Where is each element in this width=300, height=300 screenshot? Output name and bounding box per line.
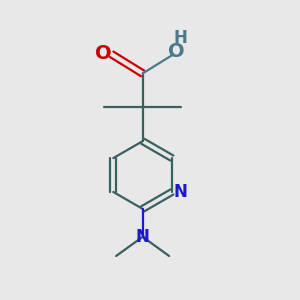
- Text: O: O: [95, 44, 112, 63]
- Text: H: H: [174, 29, 188, 47]
- Text: O: O: [168, 42, 185, 62]
- Text: N: N: [136, 228, 150, 246]
- Text: N: N: [173, 183, 187, 201]
